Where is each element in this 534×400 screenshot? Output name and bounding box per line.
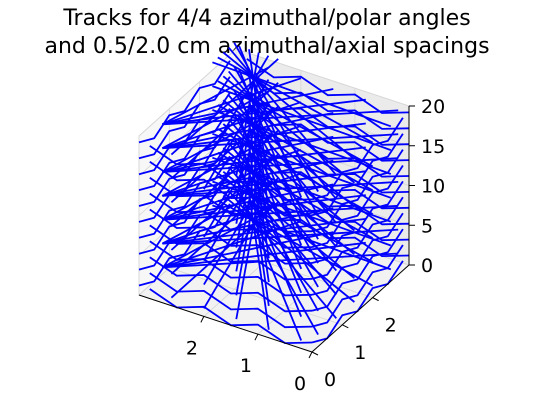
- x-tick-mark: [254, 333, 259, 341]
- track-interior-c: [162, 122, 366, 150]
- y-axis-line: [311, 264, 410, 353]
- track-interior-a: [248, 49, 270, 187]
- track-interior-b: [212, 109, 392, 175]
- x-axis-line: [138, 294, 313, 353]
- track-interior-c: [162, 157, 399, 173]
- axis-lines: [138, 105, 415, 359]
- z-tick-label: 15: [421, 136, 445, 158]
- y-tick-label: 0: [324, 369, 336, 391]
- x-tick-label: 0: [294, 373, 306, 395]
- x-tick-mark: [200, 316, 205, 323]
- track-interior-b: [217, 56, 374, 144]
- track-interior-b: [228, 47, 337, 176]
- y-tick-mark: [372, 297, 379, 302]
- x-tick-mark: [308, 351, 313, 359]
- z-tick-label: 20: [421, 96, 445, 118]
- track-interior-c: [162, 252, 399, 269]
- grid-line-z: [138, 48, 410, 137]
- chart-title-line-2: and 0.5/2.0 cm azimuthal/axial spacings: [44, 34, 490, 59]
- track-face-xmax: [138, 76, 231, 160]
- track-interior-a: [170, 58, 279, 156]
- track-interior-b: [222, 51, 355, 160]
- track-interior-c: [162, 228, 399, 245]
- track-face-ymax: [246, 58, 410, 114]
- x-tick-label: 1: [240, 355, 252, 377]
- track-interior-b: [212, 61, 392, 128]
- y-tick-label: 1: [354, 342, 366, 364]
- x-tick-label: 2: [186, 337, 198, 359]
- track-interior-c: [161, 66, 269, 126]
- track-face-y0: [149, 272, 313, 329]
- track-lines: [138, 42, 410, 345]
- track-face-y0: [149, 256, 313, 313]
- track-interior-c: [162, 109, 399, 126]
- track-interior-a: [248, 72, 270, 211]
- z-tick-label: 0: [421, 255, 433, 277]
- track-interior-b: [212, 85, 392, 151]
- track-interior-c: [162, 181, 399, 197]
- track-interior-c: [162, 204, 399, 221]
- track-interior-c: [162, 133, 399, 150]
- y-tick-mark: [342, 324, 349, 329]
- track-face-x0: [311, 212, 404, 296]
- track-face-x0: [311, 117, 404, 201]
- z-tick-label: 10: [421, 176, 445, 198]
- y-tick-label: 2: [385, 315, 397, 337]
- track-interior-a: [235, 52, 260, 177]
- track-face-x0: [311, 165, 404, 248]
- track-face-y0: [149, 161, 313, 217]
- z-tick-label: 5: [421, 215, 433, 237]
- y-tick-mark: [311, 351, 319, 356]
- track-face-xmax: [138, 60, 231, 144]
- chart-title-line-1: Tracks for 4/4 azimuthal/polar angles: [63, 6, 471, 31]
- track-interior-c: [162, 98, 366, 126]
- track-face-y0: [149, 208, 313, 265]
